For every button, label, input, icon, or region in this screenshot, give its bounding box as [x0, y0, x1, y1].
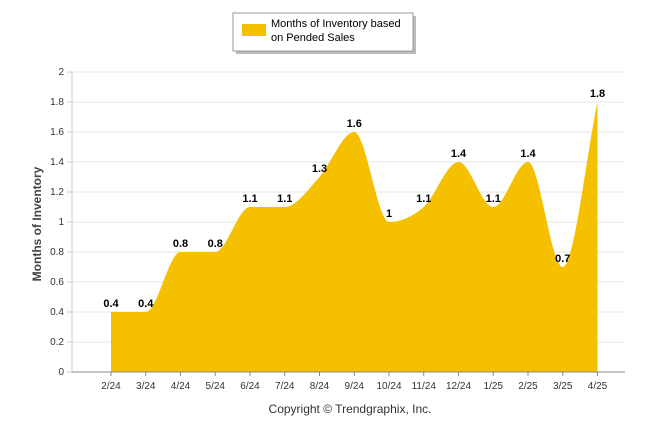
- x-tick-label: 7/24: [275, 381, 295, 392]
- x-tick-label: 10/24: [376, 381, 401, 392]
- x-tick-label: 2/24: [101, 381, 121, 392]
- data-label: 1.4: [451, 148, 467, 160]
- x-tick-label: 9/24: [345, 381, 365, 392]
- x-tick-label: 1/25: [484, 381, 504, 392]
- x-tick-label: 8/24: [310, 381, 330, 392]
- x-tick-label: 6/24: [240, 381, 260, 392]
- y-axis-title: Months of Inventory: [30, 166, 44, 281]
- x-tick-label: 3/24: [136, 381, 156, 392]
- data-label: 0.4: [103, 298, 119, 310]
- x-tick-label: 2/25: [518, 381, 538, 392]
- data-label: 1.6: [347, 118, 362, 130]
- y-tick-label: 0.6: [50, 277, 64, 288]
- x-tick-label: 12/24: [446, 381, 471, 392]
- y-tick-label: 1.2: [50, 187, 64, 198]
- data-label: 1.1: [416, 193, 431, 205]
- data-label: 0.8: [208, 238, 223, 250]
- data-label: 0.4: [138, 298, 154, 310]
- data-label: 0.7: [555, 253, 570, 265]
- y-tick-label: 1.8: [50, 97, 64, 108]
- y-tick-label: 1.4: [50, 157, 64, 168]
- data-label: 1: [386, 208, 392, 220]
- copyright-text: Copyright © Trendgraphix, Inc.: [269, 402, 432, 416]
- x-tick-label: 11/24: [412, 381, 437, 392]
- y-tick-label: 0.4: [50, 307, 64, 318]
- series-area: [111, 102, 598, 372]
- legend-swatch: [242, 24, 266, 36]
- data-label: 1.3: [312, 163, 327, 175]
- x-tick-label: 4/25: [588, 381, 608, 392]
- data-label: 1.8: [590, 88, 605, 100]
- y-tick-labels: 0 0.2 0.4 0.6 0.8 1 1.2 1.4 1.6 1.8 2: [50, 67, 64, 378]
- legend: Months of Inventory based on Pended Sale…: [232, 12, 416, 54]
- data-label: 1.1: [277, 193, 292, 205]
- y-tick-label: 0.2: [50, 337, 64, 348]
- y-tick-label: 1.6: [50, 127, 64, 138]
- y-tick-label: 0.8: [50, 247, 64, 258]
- data-label: 1.4: [520, 148, 536, 160]
- data-labels: 0.4 0.4 0.8 0.8 1.1 1.1 1.3 1.6 1 1.1 1.4 1.1 1.4 0.7…: [103, 88, 605, 310]
- y-tick-label: 0: [58, 367, 64, 378]
- y-tick-label: 1: [58, 217, 64, 228]
- axes: [71, 72, 625, 373]
- data-label: 0.8: [173, 238, 188, 250]
- x-tick-label: 3/25: [553, 381, 573, 392]
- x-tick-label: 4/24: [171, 381, 191, 392]
- x-tick-labels: 2/24 3/24 4/24 5/24 6/24 7/24 8/24 9/24 10/24 11/…: [101, 372, 608, 392]
- legend-label-line1: Months of Inventory based: [271, 18, 401, 30]
- legend-label-line2: on Pended Sales: [271, 32, 355, 44]
- data-label: 1.1: [486, 193, 501, 205]
- x-tick-label: 5/24: [206, 381, 226, 392]
- data-label: 1.1: [242, 193, 257, 205]
- y-tick-label: 2: [58, 67, 64, 78]
